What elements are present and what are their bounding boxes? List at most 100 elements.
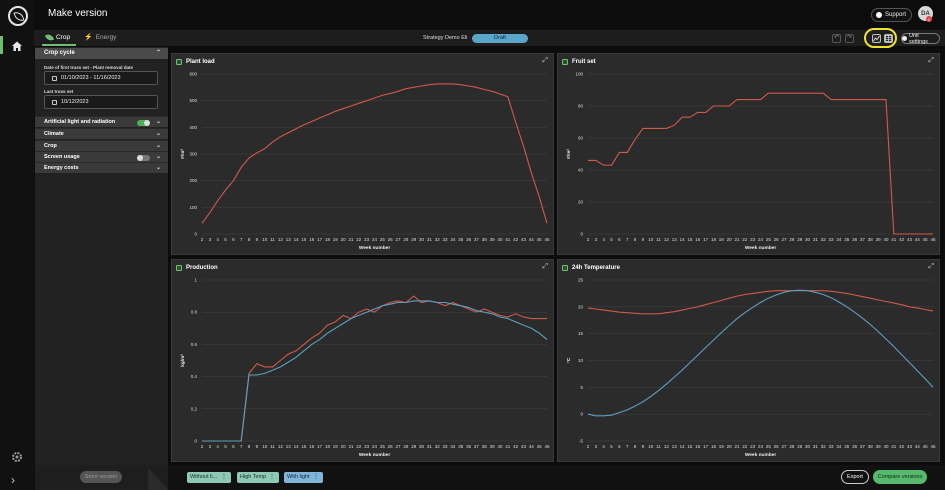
maximize-icon[interactable]: ⤢ <box>928 57 934 64</box>
x-tick-label: 33 <box>443 237 449 242</box>
chevron-down-icon: ⌄ <box>155 119 161 125</box>
section-artificial-light[interactable]: Artificial light and radiation ⌄ <box>35 116 168 127</box>
x-tick-label: 39 <box>490 237 496 242</box>
x-tick-label: 2 <box>201 237 204 242</box>
x-tick-label: 3 <box>209 237 212 242</box>
undo-icon[interactable]: ↶ <box>832 34 841 43</box>
x-tick-label: 41 <box>505 237 511 242</box>
compare-versions-button[interactable]: Compare versions <box>873 470 927 484</box>
x-tick-label: 20 <box>341 444 347 449</box>
scenario-chip-without-light[interactable]: Without li... ⋮ <box>187 472 231 483</box>
scenario-chip-with-light[interactable]: With light ⋮ <box>284 472 323 483</box>
x-tick-label: 27 <box>396 237 402 242</box>
lightning-icon: ⚡ <box>84 34 93 41</box>
maximize-icon[interactable]: ⤢ <box>542 57 548 64</box>
section-label: Crop <box>44 143 57 149</box>
y-tick-label: 0.4 <box>191 374 198 379</box>
x-tick-label: 14 <box>294 237 300 242</box>
y-tick-label: 300 <box>189 152 197 157</box>
highlight-annotation-ring <box>864 28 897 48</box>
last-truss-date-value: 10/12/2023 <box>61 99 89 105</box>
section-energy-costs[interactable]: Energy costs ⌄ <box>35 162 168 173</box>
x-tick-label: 23 <box>364 237 370 242</box>
x-tick-label: 6 <box>618 444 621 449</box>
x-tick-label: 5 <box>610 237 613 242</box>
y-tick-label: 100 <box>189 205 197 210</box>
section-screen-usage[interactable]: Screen usage ⌄ <box>35 151 168 162</box>
x-tick-label: 32 <box>821 444 827 449</box>
x-tick-label: 46 <box>930 237 936 242</box>
y-tick-label: 0 <box>194 232 197 237</box>
screen-usage-toggle[interactable] <box>137 155 150 161</box>
export-button[interactable]: Export <box>841 470 869 484</box>
x-tick-label: 30 <box>419 444 425 449</box>
redo-icon[interactable]: ↷ <box>845 34 854 43</box>
x-tick-label: 20 <box>341 237 347 242</box>
x-tick-label: 7 <box>240 444 243 449</box>
x-tick-label: 3 <box>595 444 598 449</box>
kebab-menu-icon[interactable]: ⋮ <box>221 474 227 480</box>
y-tick-label: 100 <box>575 72 583 77</box>
y-tick-label: 500 <box>189 98 197 103</box>
x-tick-label: 23 <box>750 444 756 449</box>
brand-logo-icon[interactable] <box>8 6 28 26</box>
calendar-icon <box>52 75 57 81</box>
x-tick-label: 43 <box>907 237 913 242</box>
chart-panel-production: 0 0.2 0.4 0.6 0.8 1 2 3 4 5 6 7 8 9 10 11 12 13 14 15 16 17 18… <box>171 259 554 462</box>
home-icon[interactable] <box>11 40 23 52</box>
store-version-button[interactable]: Store version <box>80 471 122 483</box>
x-tick-label: 4 <box>216 444 219 449</box>
first-truss-label: Date of first truss set - Plant removal … <box>44 65 134 70</box>
kebab-menu-icon[interactable]: ⋮ <box>269 474 275 480</box>
x-tick-label: 30 <box>805 444 811 449</box>
strategy-label: Strategy <box>423 35 444 41</box>
x-tick-label: 41 <box>505 444 511 449</box>
expand-sidebar-icon[interactable]: › <box>11 473 15 487</box>
tab-crop[interactable]: Crop <box>45 33 70 42</box>
x-tick-label: 24 <box>758 237 764 242</box>
x-tick-label: 19 <box>719 237 725 242</box>
x-tick-label: 19 <box>719 444 725 449</box>
maximize-icon[interactable]: ⤢ <box>542 263 548 270</box>
y-tick-label: 600 <box>189 72 197 77</box>
artificial-light-toggle[interactable] <box>137 120 150 126</box>
settings-sidebar <box>35 47 168 465</box>
y-tick-label: 25 <box>578 278 584 283</box>
first-truss-date-value: 01/10/2023 - 11/16/2023 <box>61 75 121 81</box>
x-tick-label: 11 <box>270 444 275 449</box>
x-tick-label: 22 <box>356 444 362 449</box>
first-truss-date-range-field[interactable]: 01/10/2023 - 11/16/2023 <box>44 71 158 85</box>
x-tick-label: 22 <box>356 237 362 242</box>
x-tick-label: 11 <box>656 237 661 242</box>
gear-icon[interactable] <box>11 451 23 463</box>
x-tick-label: 25 <box>380 237 386 242</box>
unit-settings-button[interactable]: Unit settings <box>901 33 940 45</box>
last-truss-label: Last truss set <box>44 89 74 94</box>
x-tick-label: 13 <box>672 444 678 449</box>
section-climate[interactable]: Climate ⌄ <box>35 128 168 139</box>
crop-cycle-header[interactable]: Crop cycle ⌃ <box>35 48 168 59</box>
x-tick-label: 2 <box>201 444 204 449</box>
x-tick-label: 29 <box>411 444 417 449</box>
scenario-chip-high-temp[interactable]: High Temp ⋮ <box>237 472 279 483</box>
chart-title: 24h Temperature <box>572 265 620 271</box>
x-tick-label: 5 <box>610 444 613 449</box>
production-chart: 00.20.40.60.812 3 4 5 6 7 8 9 10 11 12 13 14 15 16 17 18… <box>180 278 550 459</box>
last-truss-date-field[interactable]: 10/12/2023 <box>44 95 158 109</box>
support-button[interactable]: Support <box>871 8 912 22</box>
x-tick-label: 43 <box>521 444 527 449</box>
section-crop[interactable]: Crop ⌄ <box>35 140 168 151</box>
x-tick-label: 6 <box>232 444 235 449</box>
tab-energy[interactable]: ⚡ Energy <box>84 33 116 42</box>
maximize-icon[interactable]: ⤢ <box>928 263 934 270</box>
x-tick-label: 33 <box>829 237 835 242</box>
kebab-menu-icon[interactable]: ⋮ <box>313 474 319 480</box>
x-tick-label: 27 <box>782 237 788 242</box>
x-tick-label: 42 <box>513 237 519 242</box>
x-tick-label: 35 <box>844 237 850 242</box>
x-tick-label: 18 <box>711 444 717 449</box>
x-tick-label: 25 <box>380 444 386 449</box>
x-tick-label: 44 <box>529 237 535 242</box>
